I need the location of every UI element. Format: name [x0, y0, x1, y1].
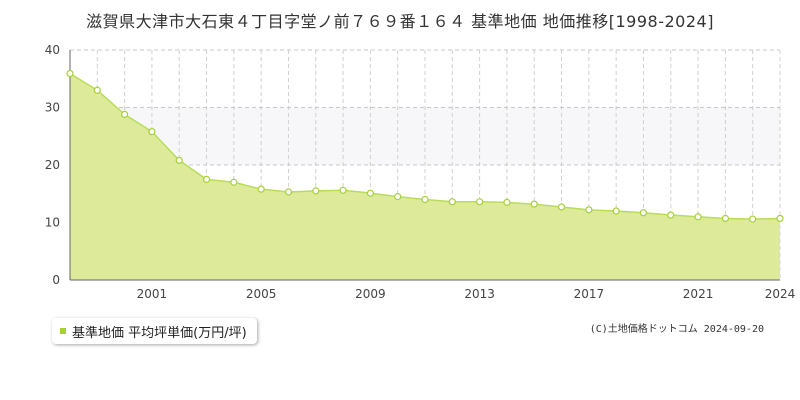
data-point [421, 195, 429, 204]
data-point [284, 188, 293, 196]
data-point [667, 211, 675, 219]
data-point [366, 189, 374, 197]
y-tick-label: 30 [45, 101, 60, 115]
data-point [585, 206, 593, 214]
x-tick-label: 2021 [683, 287, 714, 301]
y-tick-label: 40 [45, 43, 60, 57]
chart-title: 滋賀県大津市大石東４丁目字堂ノ前７６９番１６４ 基準地価 地価推移[1998-2… [86, 12, 714, 31]
data-point [694, 213, 702, 221]
data-point [749, 215, 757, 223]
x-tick-label: 2013 [464, 287, 495, 301]
data-point [121, 110, 129, 119]
y-tick-label: 20 [45, 158, 60, 172]
y-tick-label: 10 [45, 216, 60, 230]
data-point [202, 175, 211, 183]
x-tick-label: 2017 [574, 287, 605, 301]
legend-label: 基準地価 平均坪単価(万円/坪) [72, 325, 247, 341]
data-point [721, 214, 729, 223]
series-area [70, 73, 780, 280]
credit-text: (C)土地価格ドットコム 2024-09-20 [589, 324, 764, 335]
data-point [639, 209, 648, 217]
data-point [257, 185, 265, 193]
data-point [312, 187, 320, 195]
data-point [175, 156, 183, 164]
data-point [66, 69, 74, 78]
data-point [339, 186, 347, 194]
data-point [394, 193, 402, 201]
data-point [93, 86, 101, 94]
data-point [448, 198, 456, 206]
x-tick-label: 2024 [765, 287, 796, 301]
data-point [776, 214, 784, 223]
x-tick-label: 2009 [355, 287, 386, 301]
data-point [530, 200, 538, 208]
y-tick-label: 0 [52, 273, 60, 287]
legend-marker [60, 328, 66, 334]
data-point [476, 198, 484, 206]
x-tick-label: 2001 [137, 287, 168, 301]
data-point [230, 178, 238, 186]
legend: 基準地価 平均坪単価(万円/坪) [52, 318, 257, 344]
data-point [557, 203, 566, 211]
data-point [612, 207, 620, 215]
data-point [503, 198, 511, 206]
x-tick-label: 2005 [246, 287, 277, 301]
data-point [148, 128, 156, 136]
